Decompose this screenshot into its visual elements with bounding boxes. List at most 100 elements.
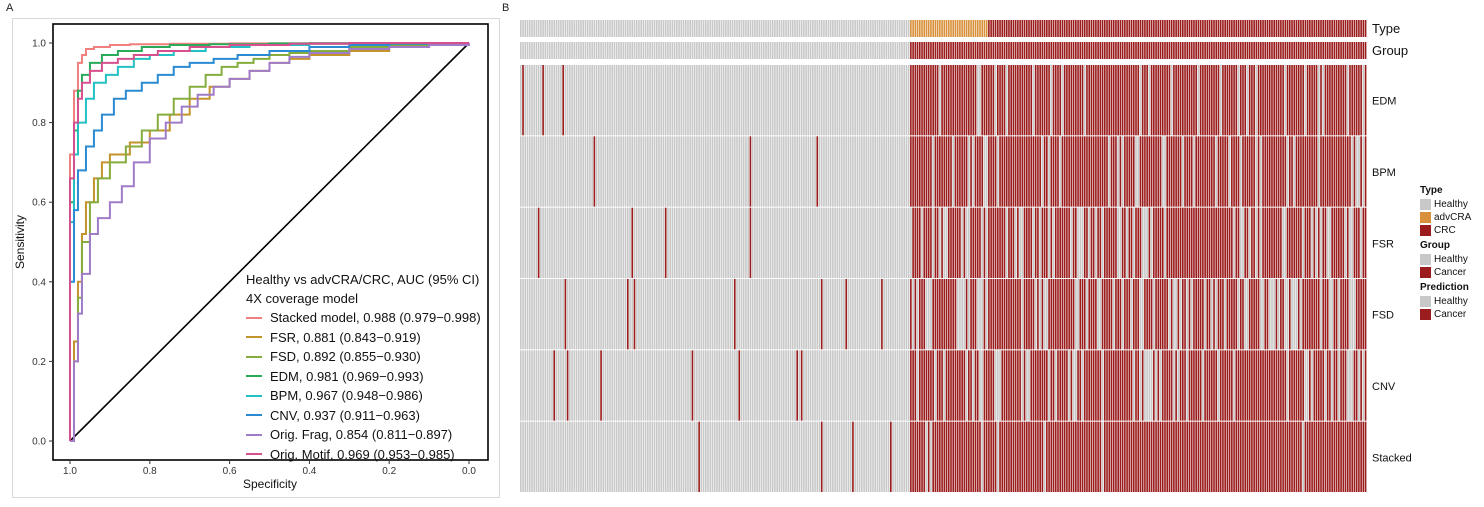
legend-item: FSD, 0.892 (0.855−0.930) bbox=[246, 347, 481, 367]
prediction-cell bbox=[595, 65, 598, 136]
prediction-cell bbox=[604, 136, 607, 207]
legend-label: EDM, 0.981 (0.969−0.993) bbox=[270, 368, 424, 384]
prediction-cell bbox=[814, 65, 816, 136]
prediction-cell bbox=[1032, 136, 1035, 207]
prediction-cell bbox=[1275, 421, 1278, 492]
prediction-cell bbox=[1235, 279, 1238, 350]
prediction-cell bbox=[1208, 136, 1211, 207]
prediction-cell bbox=[1005, 421, 1008, 492]
prediction-cell bbox=[1177, 207, 1180, 278]
prediction-cell bbox=[1023, 207, 1026, 278]
prediction-cell bbox=[1021, 136, 1024, 207]
prediction-cell bbox=[716, 279, 718, 350]
prediction-cell bbox=[551, 65, 553, 136]
prediction-cell bbox=[836, 136, 839, 207]
annotation-cell bbox=[762, 20, 765, 37]
annotation-cell bbox=[767, 42, 770, 59]
prediction-cell bbox=[1121, 136, 1124, 207]
prediction-cell bbox=[785, 207, 787, 278]
annotation-cell bbox=[1317, 42, 1320, 59]
prediction-cell bbox=[843, 65, 845, 136]
prediction-cell bbox=[771, 207, 774, 278]
prediction-cell bbox=[707, 207, 709, 278]
prediction-cell bbox=[1157, 65, 1160, 136]
prediction-cell bbox=[618, 350, 620, 421]
prediction-cell bbox=[901, 350, 903, 421]
prediction-cell bbox=[921, 65, 923, 136]
prediction-cell bbox=[1070, 136, 1073, 207]
annotation-cell bbox=[1181, 42, 1184, 59]
annotation-cell bbox=[560, 42, 562, 59]
prediction-cell bbox=[1112, 350, 1115, 421]
prediction-cell bbox=[798, 136, 801, 207]
prediction-cell bbox=[1311, 421, 1313, 492]
prediction-cell bbox=[914, 421, 917, 492]
prediction-cell bbox=[526, 65, 529, 136]
prediction-cell bbox=[655, 136, 658, 207]
prediction-cell bbox=[535, 65, 538, 136]
prediction-cell bbox=[762, 136, 765, 207]
prediction-cell bbox=[1342, 207, 1345, 278]
annotation-cell bbox=[1293, 20, 1296, 37]
annotation-cell bbox=[818, 20, 821, 37]
prediction-cell bbox=[1271, 421, 1273, 492]
prediction-cell bbox=[1148, 65, 1151, 136]
prediction-cell bbox=[718, 65, 721, 136]
prediction-cell bbox=[787, 136, 790, 207]
prediction-cell bbox=[1063, 65, 1066, 136]
prediction-cell bbox=[1130, 421, 1133, 492]
prediction-cell bbox=[1188, 207, 1191, 278]
prediction-cell bbox=[820, 207, 823, 278]
prediction-cell bbox=[1277, 421, 1280, 492]
prediction-cell bbox=[600, 207, 602, 278]
prediction-cell bbox=[823, 421, 825, 492]
prediction-cell bbox=[1253, 207, 1255, 278]
prediction-cell bbox=[711, 136, 714, 207]
annotation-cell bbox=[1083, 20, 1086, 37]
prediction-cell bbox=[573, 279, 576, 350]
prediction-cell bbox=[696, 279, 698, 350]
prediction-cell bbox=[520, 421, 522, 492]
prediction-cell bbox=[947, 65, 950, 136]
prediction-cell bbox=[947, 279, 950, 350]
prediction-cell bbox=[1150, 421, 1153, 492]
prediction-cell bbox=[1268, 421, 1271, 492]
prediction-cell bbox=[947, 207, 950, 278]
prediction-cell bbox=[765, 136, 767, 207]
prediction-cell bbox=[956, 65, 959, 136]
annotation-cell bbox=[927, 42, 930, 59]
prediction-cell bbox=[1030, 279, 1033, 350]
prediction-cell bbox=[745, 279, 747, 350]
prediction-cell bbox=[1148, 421, 1151, 492]
prediction-cell bbox=[680, 421, 683, 492]
annotation-cell bbox=[1346, 42, 1349, 59]
annotation-cell bbox=[1101, 42, 1104, 59]
prediction-cell bbox=[918, 421, 921, 492]
prediction-cell bbox=[1268, 279, 1271, 350]
annotation-cell bbox=[591, 20, 593, 37]
annotation-cell bbox=[682, 42, 685, 59]
prediction-cell bbox=[1077, 65, 1079, 136]
prediction-cell bbox=[1141, 65, 1144, 136]
prediction-cell bbox=[535, 136, 538, 207]
prediction-cell bbox=[1181, 421, 1184, 492]
annotation-cell bbox=[593, 42, 596, 59]
annotation-cell bbox=[649, 20, 651, 37]
annotation-cell bbox=[941, 42, 943, 59]
prediction-cell bbox=[836, 350, 839, 421]
prediction-cell bbox=[727, 279, 729, 350]
prediction-cell bbox=[1291, 279, 1293, 350]
prediction-cell bbox=[528, 350, 531, 421]
prediction-cell bbox=[1360, 421, 1362, 492]
prediction-cell bbox=[1034, 207, 1037, 278]
prediction-cell bbox=[573, 65, 576, 136]
prediction-cell bbox=[1197, 136, 1200, 207]
annotation-cell bbox=[1329, 42, 1331, 59]
prediction-cell bbox=[905, 350, 908, 421]
prediction-cell bbox=[943, 65, 946, 136]
annotation-cell bbox=[990, 20, 992, 37]
prediction-cell bbox=[927, 350, 930, 421]
prediction-cell bbox=[1338, 207, 1340, 278]
prediction-cell bbox=[1155, 65, 1157, 136]
prediction-cell bbox=[649, 421, 651, 492]
